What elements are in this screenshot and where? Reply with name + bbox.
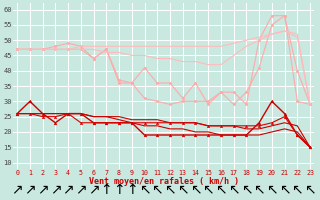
X-axis label: Vent moyen/en rafales ( km/h ): Vent moyen/en rafales ( km/h ) <box>89 177 239 186</box>
